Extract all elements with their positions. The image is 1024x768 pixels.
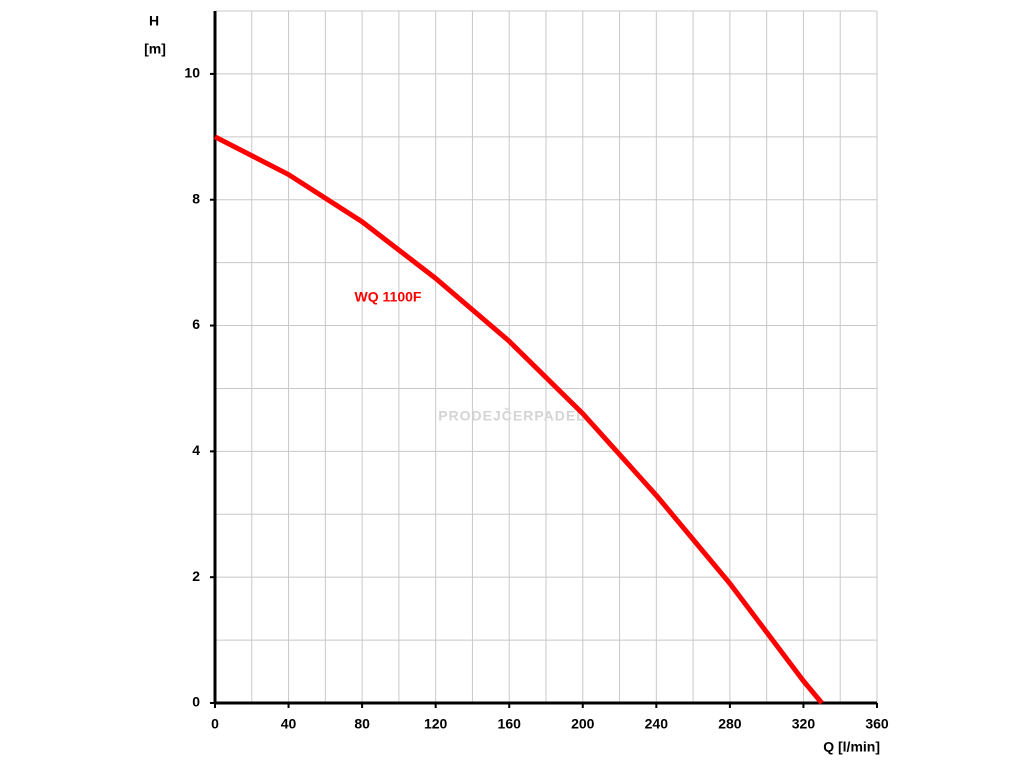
x-tick-label: 360: [865, 716, 889, 732]
x-tick-label: 240: [645, 716, 669, 732]
y-tick-label: 0: [192, 694, 200, 710]
x-tick-label: 40: [281, 716, 297, 732]
x-tick-label: 80: [354, 716, 370, 732]
curve-annotation: WQ 1100F: [355, 289, 422, 305]
x-tick-label: 200: [571, 716, 595, 732]
x-tick-label: 120: [424, 716, 448, 732]
y-axis-unit: [m]: [144, 41, 166, 57]
y-tick-label: 2: [192, 568, 200, 584]
x-tick-label: 0: [211, 716, 219, 732]
series-line: [213, 134, 824, 705]
y-axis-label: H: [149, 13, 159, 29]
x-tick-label: 280: [718, 716, 742, 732]
x-tick-label: 160: [498, 716, 522, 732]
watermark: PRODEJČERPADEL: [438, 407, 586, 424]
y-tick-label: 10: [184, 65, 200, 81]
x-axis-label: Q [l/min]: [823, 739, 880, 755]
y-tick-label: 6: [192, 316, 200, 332]
y-tick-label: 8: [192, 190, 200, 206]
y-tick-label: 4: [192, 442, 200, 458]
x-tick-label: 320: [792, 716, 816, 732]
